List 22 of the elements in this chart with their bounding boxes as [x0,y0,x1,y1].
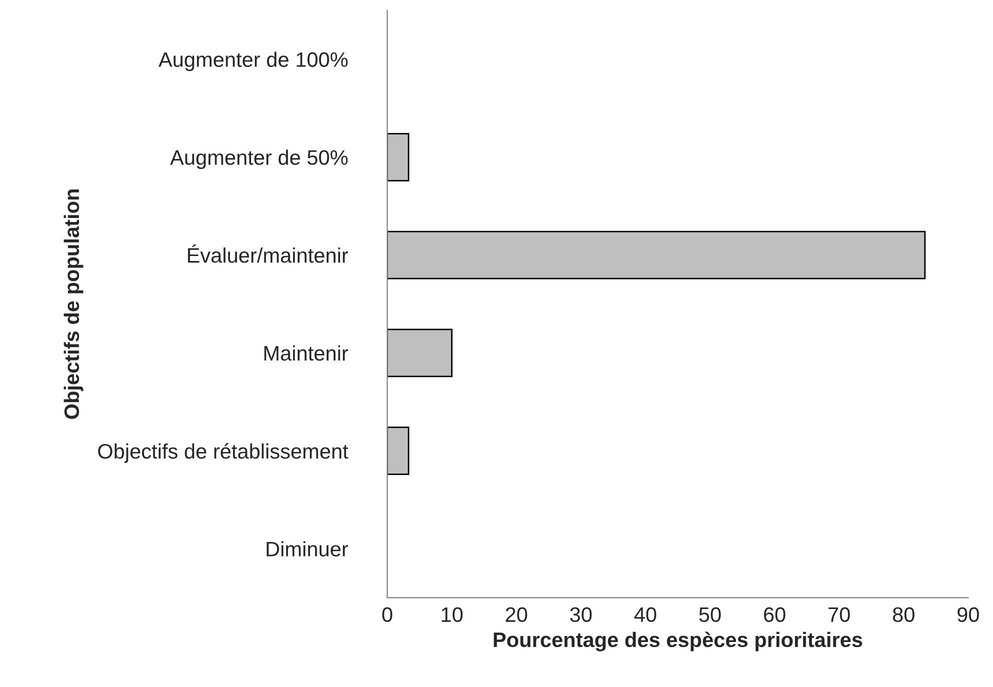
x-tick-label: 90 [958,607,979,622]
x-tick-label: 20 [506,607,528,622]
y-tick-label: Augmenter de 50% [170,150,348,170]
x-tick-label: 80 [892,607,914,622]
x-tick-label: 30 [570,607,592,622]
x-tick-label: 70 [828,607,850,622]
bar [387,426,410,476]
x-tick-label: 40 [634,607,656,622]
y-tick-label: Évaluer/maintenir [188,244,348,263]
y-tick-label: Maintenir [264,345,348,361]
x-tick-label: 10 [442,607,463,622]
bar [387,328,453,378]
y-tick-label: Objectifs de rétablissement [98,443,348,463]
x-axis-title: Pourcentage des espèces prioritaires [494,632,862,652]
y-tick-label: Diminuer [266,541,348,556]
y-axis-title: Objectifs de population [64,190,84,419]
bar [387,230,926,280]
bar [387,132,410,182]
x-tick-label: 60 [764,607,786,622]
x-tick-label: 50 [699,607,721,622]
y-tick-label: Augmenter de 100% [158,52,348,72]
x-tick-label: 0 [382,607,392,622]
